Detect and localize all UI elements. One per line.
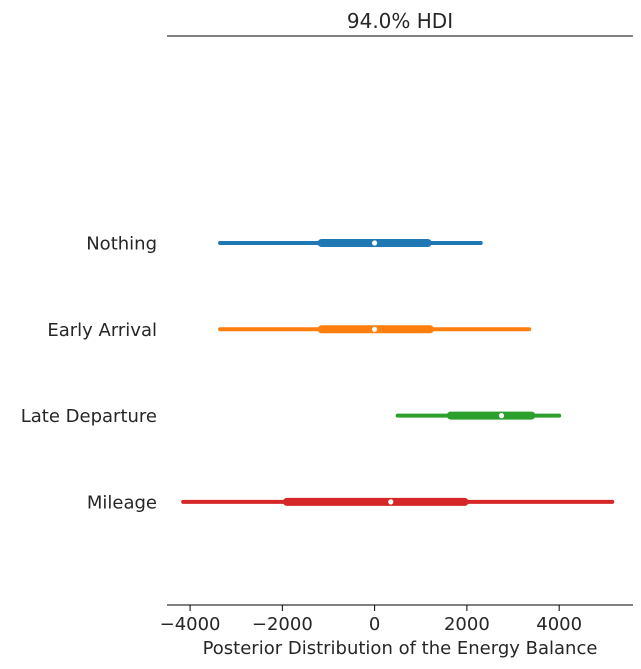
x-tick-label: 4000 — [536, 614, 582, 635]
x-tick-label: −4000 — [160, 614, 221, 635]
chart-title: 94.0% HDI — [347, 9, 453, 33]
series-label: Mileage — [87, 492, 157, 513]
series-label: Late Departure — [21, 406, 157, 427]
median-point — [372, 240, 378, 246]
x-axis-label: Posterior Distribution of the Energy Bal… — [203, 638, 598, 659]
x-tick-label: 2000 — [444, 614, 490, 635]
x-axis: −4000 −2000 0 2000 4000 — [160, 604, 633, 635]
x-tick-label: −2000 — [252, 614, 313, 635]
x-tick-label: 0 — [369, 614, 380, 635]
median-point — [388, 499, 394, 505]
median-point — [372, 326, 378, 332]
series-rows: Nothing Early Arrival Late Departure Mileag… — [21, 234, 615, 513]
series-label: Early Arrival — [47, 320, 157, 341]
median-point — [498, 413, 505, 419]
series-label: Nothing — [86, 234, 157, 255]
